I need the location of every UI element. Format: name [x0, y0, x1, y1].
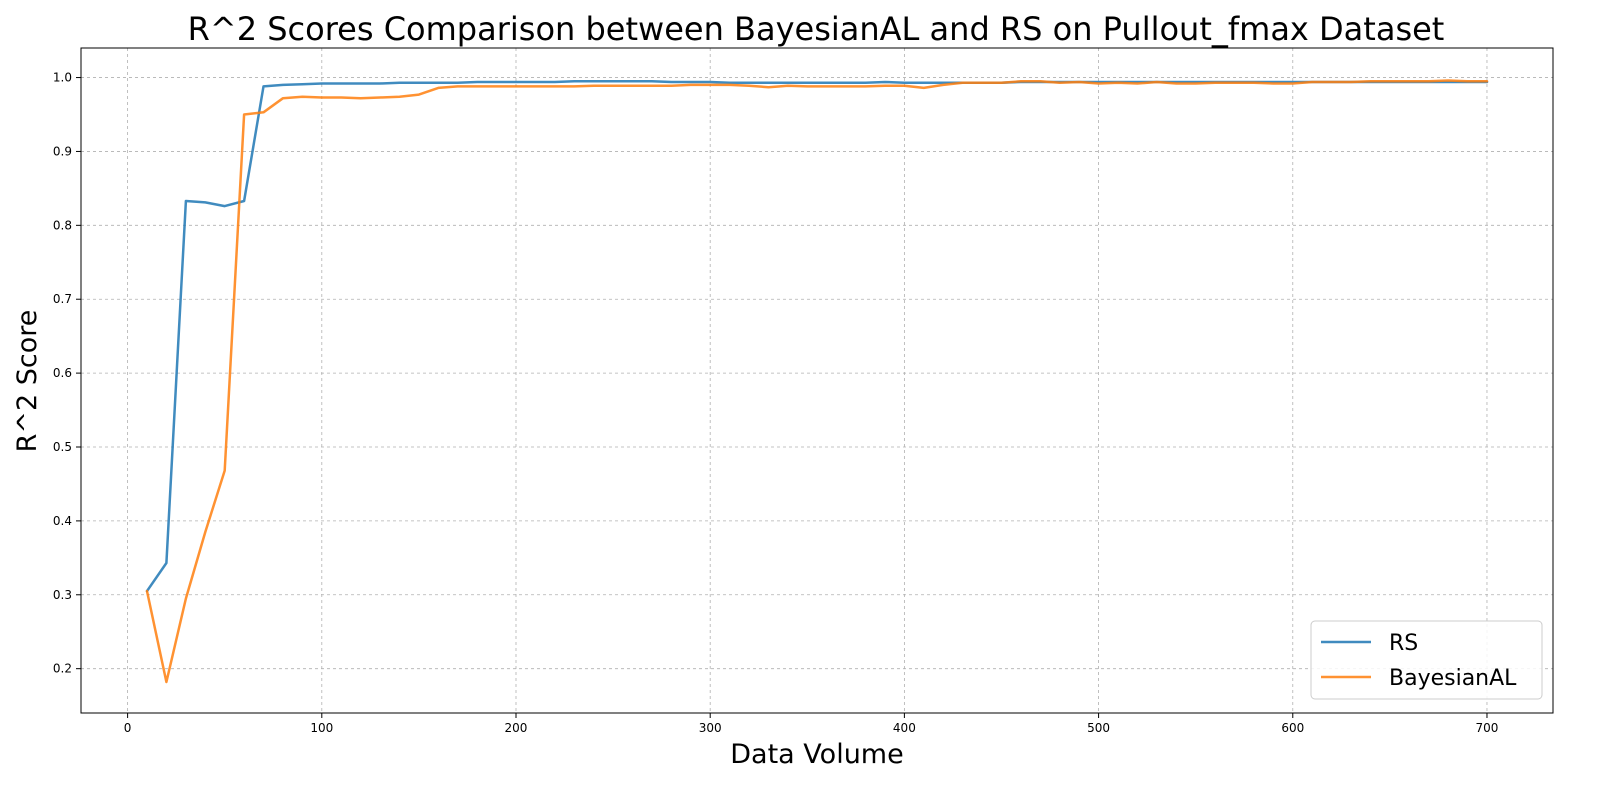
- y-tick-label: 0.6: [53, 366, 72, 380]
- y-tick-label: 0.2: [53, 662, 72, 676]
- x-tick-label: 0: [124, 721, 132, 735]
- legend-label-rs: RS: [1389, 631, 1418, 656]
- x-tick-label: 500: [1087, 721, 1110, 735]
- x-axis-label: Data Volume: [730, 739, 903, 770]
- grid-lines: [81, 48, 1553, 713]
- x-tick-label: 200: [505, 721, 528, 735]
- y-tick-label: 0.7: [53, 292, 72, 306]
- chart-title: R^2 Scores Comparison between BayesianAL…: [188, 10, 1445, 48]
- y-axis-label: R^2 Score: [12, 310, 43, 453]
- y-tick-label: 1.0: [53, 71, 72, 85]
- y-tick-label: 0.4: [53, 514, 72, 528]
- x-tick-label: 700: [1476, 721, 1499, 735]
- x-tick-label: 400: [893, 721, 916, 735]
- legend-box: [1310, 620, 1543, 700]
- y-tick-label: 0.3: [53, 588, 72, 602]
- x-tick-label: 100: [310, 721, 333, 735]
- legend-label-bayesianal: BayesianAL: [1389, 666, 1517, 691]
- series-line-bayesianal: [145, 79, 1489, 684]
- series-lines: [145, 79, 1489, 684]
- legend: RS BayesianAL: [1310, 620, 1543, 700]
- x-tick-label: 300: [699, 721, 722, 735]
- x-tick-label: 600: [1281, 721, 1304, 735]
- axis-ticks: 0 100 200 300 400 500 600 700 0.2 0.3 0.4 0.5 0.6 0.7…: [53, 71, 1499, 735]
- y-tick-label: 0.9: [53, 144, 72, 158]
- y-tick-label: 0.5: [53, 440, 72, 454]
- y-tick-label: 0.8: [53, 218, 72, 232]
- series-line-rs: [145, 80, 1489, 593]
- plot-frame: [80, 47, 1554, 714]
